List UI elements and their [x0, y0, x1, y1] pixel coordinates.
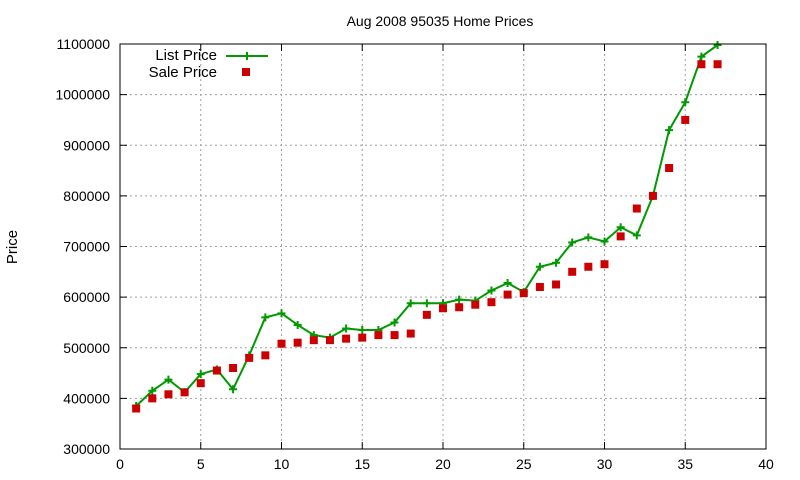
sale-price-point [261, 351, 270, 360]
sale-price-point [342, 334, 351, 343]
list-price-point [196, 370, 205, 379]
list-price-point [632, 231, 641, 240]
x-tick-label: 30 [597, 456, 613, 472]
sale-price-point [471, 300, 480, 309]
list-price-point [422, 299, 431, 308]
legend-label-sale-price: Sale Price [149, 64, 217, 81]
sale-price-point [487, 298, 496, 307]
y-tick-label: 300000 [63, 441, 110, 457]
legend-marker-list-price [243, 52, 251, 60]
list-price-point [487, 286, 496, 295]
list-price-point [681, 98, 690, 107]
sale-price-point [519, 289, 528, 298]
x-tick-label: 40 [758, 456, 774, 472]
sale-price-point [212, 366, 221, 375]
list-price-point [455, 295, 464, 304]
sale-price-point [439, 304, 447, 313]
sale-price-point [309, 336, 318, 345]
sale-price-point [245, 353, 254, 362]
sale-price-point [503, 290, 512, 299]
list-price-point [261, 313, 270, 322]
sale-price-point [374, 331, 383, 340]
sale-price-point [697, 60, 706, 69]
chart-title: Aug 2008 95035 Home Prices [347, 13, 534, 29]
axis-ticks: 0 5 10 15 20 25 30 35 40 300000 400000 500000 600000… [55, 36, 774, 472]
x-tick-label: 15 [354, 456, 370, 472]
sale-price-point [293, 338, 302, 347]
list-price-point [552, 258, 561, 267]
list-price-point [358, 326, 367, 335]
sale-price-point [406, 329, 415, 338]
sale-price-point [632, 204, 641, 213]
sale-price-point [164, 390, 173, 399]
list-price-point [277, 309, 286, 318]
list-price-point [342, 324, 351, 333]
sale-price-point [390, 331, 399, 340]
sale-price-point [600, 260, 609, 269]
y-tick-label: 400000 [63, 390, 110, 406]
list-price-point [148, 386, 157, 395]
sale-price-point [325, 336, 334, 345]
list-price-point [503, 278, 512, 287]
list-price-point [568, 238, 577, 247]
x-tick-label: 10 [274, 456, 290, 472]
sale-price-point [455, 303, 464, 312]
y-tick-label: 1000000 [55, 87, 110, 103]
sale-price-point [616, 232, 625, 241]
list-price-point [584, 233, 593, 242]
list-price-point [229, 385, 238, 394]
sale-price-point [277, 339, 286, 348]
list-price-point [600, 237, 609, 246]
list-price-point [164, 375, 173, 384]
list-price-point [697, 52, 706, 61]
sale-price-point [148, 394, 157, 403]
sale-price-point [180, 388, 189, 397]
sale-price-point [681, 115, 690, 124]
sale-price-point [584, 262, 593, 271]
y-tick-label: 800000 [63, 188, 110, 204]
sale-price-point [648, 191, 657, 200]
sale-price-point [665, 164, 674, 173]
sale-price-point [552, 280, 561, 289]
x-tick-label: 35 [677, 456, 693, 472]
plot-frame [119, 43, 767, 450]
sale-price-point [713, 60, 722, 69]
x-tick-label: 0 [116, 456, 124, 472]
sale-price-point [229, 364, 238, 372]
sale-price-point [568, 267, 577, 276]
sale-price-series [132, 60, 722, 413]
list-price-series [132, 41, 722, 410]
y-tick-label: 900000 [63, 137, 110, 153]
legend-marker-sale-price [242, 68, 250, 76]
y-tick-label: 700000 [63, 239, 110, 255]
list-price-point [535, 262, 544, 271]
x-tick-label: 20 [435, 456, 451, 472]
legend-label-list-price: List Price [155, 47, 217, 64]
y-axis-label: Price [4, 230, 21, 264]
list-price-point [665, 126, 674, 135]
sale-price-point [132, 404, 141, 413]
x-tick-label: 5 [197, 456, 205, 472]
y-tick-label: 600000 [63, 289, 110, 305]
sale-price-point [422, 310, 431, 319]
series-layer [132, 41, 722, 413]
y-tick-label: 500000 [63, 340, 110, 356]
sale-price-point [535, 283, 544, 291]
x-tick-label: 25 [516, 456, 532, 472]
sale-price-point [358, 333, 367, 342]
grid [120, 44, 766, 449]
sale-price-point [196, 379, 205, 388]
list-price-line [135, 44, 719, 407]
y-tick-label: 1100000 [57, 36, 111, 52]
list-price-point [390, 318, 399, 327]
list-price-point [406, 299, 415, 308]
list-price-point [293, 320, 302, 329]
list-price-point [713, 41, 722, 50]
list-price-point [616, 223, 625, 232]
